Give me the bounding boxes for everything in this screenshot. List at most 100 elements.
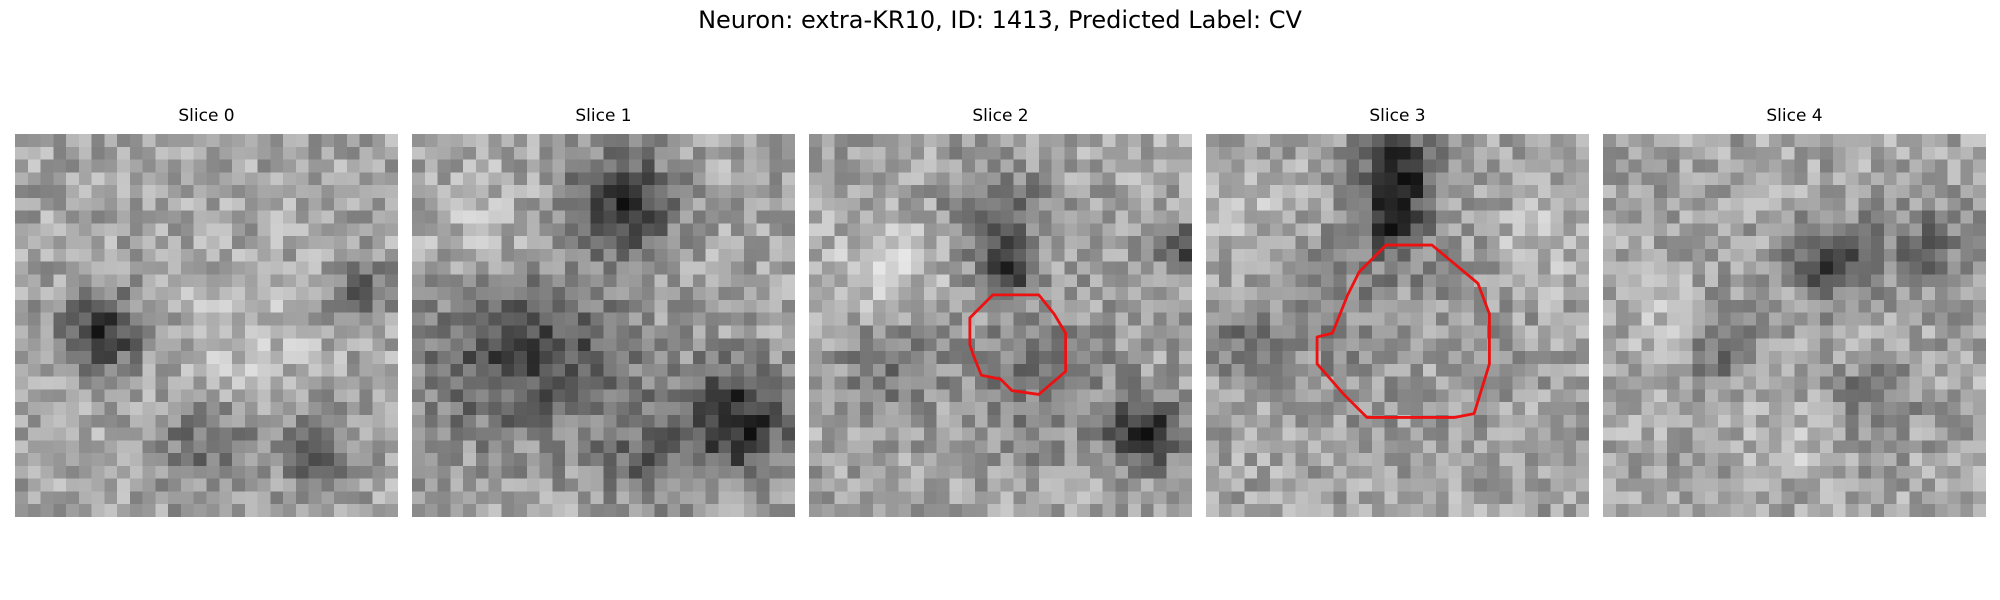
pixel bbox=[244, 312, 258, 326]
pixel bbox=[552, 363, 566, 377]
pixel bbox=[962, 274, 976, 288]
pixel bbox=[475, 287, 489, 301]
pixel bbox=[1244, 159, 1258, 173]
pixel bbox=[437, 159, 451, 173]
pixel bbox=[27, 376, 41, 390]
pixel bbox=[270, 402, 284, 416]
pixel bbox=[270, 427, 284, 441]
pixel bbox=[1641, 504, 1655, 517]
pixel bbox=[667, 427, 681, 441]
pixel bbox=[1423, 248, 1437, 262]
pixel bbox=[1922, 453, 1936, 467]
pixel bbox=[603, 287, 617, 301]
pixel bbox=[1756, 261, 1770, 275]
pixel bbox=[1140, 274, 1154, 288]
pixel bbox=[821, 491, 835, 505]
pixel bbox=[1499, 236, 1513, 250]
pixel bbox=[359, 223, 373, 237]
pixel bbox=[1257, 274, 1271, 288]
pixel bbox=[782, 261, 795, 275]
pixel bbox=[295, 427, 309, 441]
pixel bbox=[180, 210, 194, 224]
pixel bbox=[936, 427, 950, 441]
pixel bbox=[232, 287, 246, 301]
pixel bbox=[1051, 134, 1065, 148]
pixel bbox=[872, 287, 886, 301]
pixel bbox=[821, 440, 835, 454]
pixel bbox=[283, 172, 297, 186]
pixel bbox=[1282, 185, 1296, 199]
pixel bbox=[78, 351, 92, 365]
pixel bbox=[1359, 287, 1373, 301]
pixel bbox=[1000, 261, 1014, 275]
pixel bbox=[206, 146, 220, 160]
pixel bbox=[1179, 261, 1192, 275]
pixel bbox=[847, 351, 861, 365]
segmentation-contour bbox=[968, 293, 1068, 396]
pixel bbox=[1423, 504, 1437, 517]
pixel bbox=[129, 478, 143, 492]
pixel bbox=[847, 389, 861, 403]
pixel bbox=[911, 172, 925, 186]
pixel bbox=[616, 325, 630, 339]
pixel bbox=[40, 172, 54, 186]
pixel bbox=[346, 504, 360, 517]
pixel bbox=[847, 440, 861, 454]
pixel bbox=[142, 465, 156, 479]
pixel bbox=[129, 274, 143, 288]
pixel bbox=[1013, 427, 1027, 441]
pixel bbox=[962, 389, 976, 403]
pixel bbox=[654, 261, 668, 275]
pixel bbox=[1231, 299, 1245, 313]
pixel bbox=[514, 389, 528, 403]
pixel bbox=[692, 146, 706, 160]
pixel bbox=[898, 504, 912, 517]
pixel bbox=[437, 299, 451, 313]
pixel bbox=[1781, 504, 1795, 517]
pixel bbox=[1820, 440, 1834, 454]
pixel bbox=[1730, 325, 1744, 339]
pixel bbox=[872, 134, 886, 148]
pixel bbox=[206, 491, 220, 505]
pixel bbox=[629, 210, 643, 224]
pixel bbox=[885, 338, 899, 352]
pixel bbox=[1550, 248, 1564, 262]
pixel bbox=[168, 440, 182, 454]
pixel bbox=[1512, 363, 1526, 377]
pixel bbox=[232, 146, 246, 160]
pixel bbox=[104, 491, 118, 505]
pixel bbox=[514, 274, 528, 288]
pixel bbox=[308, 363, 322, 377]
pixel bbox=[1679, 248, 1693, 262]
pixel bbox=[1282, 261, 1296, 275]
pixel bbox=[501, 389, 515, 403]
pixel bbox=[257, 427, 271, 441]
pixel bbox=[987, 210, 1001, 224]
pixel bbox=[552, 351, 566, 365]
pixel bbox=[1525, 210, 1539, 224]
pixel bbox=[1512, 389, 1526, 403]
pixel bbox=[1820, 376, 1834, 390]
pixel bbox=[1641, 261, 1655, 275]
pixel bbox=[40, 197, 54, 211]
pixel bbox=[654, 159, 668, 173]
pixel bbox=[206, 427, 220, 441]
pixel bbox=[1537, 453, 1551, 467]
pixel bbox=[1858, 402, 1872, 416]
pixel bbox=[1128, 414, 1142, 428]
pixel bbox=[1730, 351, 1744, 365]
pixel bbox=[1641, 402, 1655, 416]
pixel bbox=[1960, 248, 1974, 262]
pixel bbox=[1717, 172, 1731, 186]
pixel bbox=[1628, 491, 1642, 505]
pixel bbox=[1947, 504, 1961, 517]
pixel bbox=[1128, 287, 1142, 301]
pixel bbox=[1550, 134, 1564, 148]
pixel bbox=[629, 440, 643, 454]
pixel bbox=[1858, 478, 1872, 492]
pixel bbox=[244, 376, 258, 390]
pixel bbox=[168, 338, 182, 352]
pixel bbox=[1448, 172, 1462, 186]
pixel bbox=[1743, 223, 1757, 237]
pixel bbox=[1269, 363, 1283, 377]
